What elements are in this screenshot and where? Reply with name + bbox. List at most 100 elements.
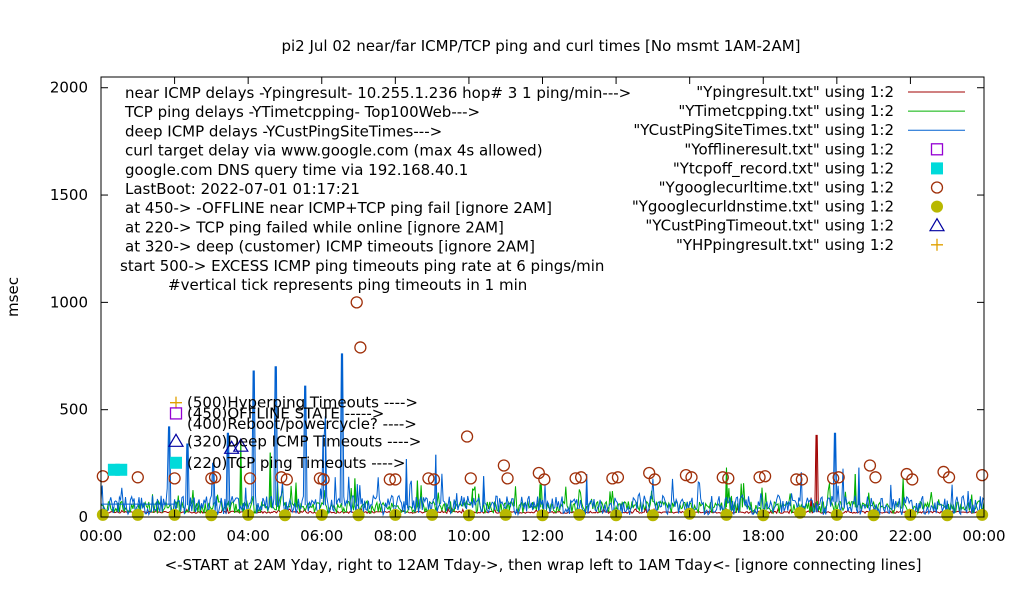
data-point — [427, 473, 441, 486]
data-point — [867, 509, 880, 522]
data-point — [131, 508, 144, 521]
data-point — [499, 508, 512, 521]
data-point — [96, 470, 109, 483]
data-point — [354, 341, 367, 354]
x-tick-label: 16:00 — [668, 527, 711, 545]
key-label: (320)Deep ICMP Timeouts ----> — [187, 432, 421, 450]
x-tick-label: 06:00 — [300, 527, 343, 545]
data-point — [679, 468, 693, 482]
note-line: google.com DNS query time via 192.168.40… — [125, 161, 468, 179]
legend-label: "YHPpingresult.txt" using 1:2 — [676, 236, 894, 254]
data-point — [574, 471, 588, 484]
legend-label: "Ygooglecurldnstime.txt" using 1:2 — [632, 198, 894, 216]
legend-label: "Ygooglecurltime.txt" using 1:2 — [659, 179, 894, 197]
key-label-marker — [170, 396, 182, 409]
x-tick-label: 10:00 — [447, 527, 490, 545]
data-point — [96, 508, 109, 521]
note-line: near ICMP delays -Ypingresult- 10.255.1.… — [125, 84, 631, 102]
x-tick-label: 22:00 — [889, 527, 932, 545]
data-point — [573, 508, 586, 521]
data-point — [611, 471, 625, 484]
data-point — [317, 473, 330, 486]
note-line: start 500-> EXCESS ICMP ping timeouts pi… — [120, 257, 604, 275]
data-point — [422, 472, 435, 485]
data-point — [426, 508, 439, 521]
data-point — [460, 430, 474, 443]
y-tick-label: 0 — [78, 508, 88, 526]
legend-swatch — [930, 143, 944, 156]
x-tick-label: 14:00 — [594, 527, 637, 545]
note-line: TCP ping delays -YTimetcpping- Top100Web… — [124, 103, 480, 121]
data-point — [464, 472, 477, 485]
legend-swatch — [928, 217, 946, 232]
data-point — [389, 473, 402, 486]
legend: "Ypingresult.txt" using 1:2"YTimetcpping… — [632, 83, 965, 254]
x-axis-label: <-START at 2AM Yday, right to 12AM Tday-… — [165, 556, 922, 574]
data-point — [280, 473, 293, 486]
legend-swatch — [931, 200, 943, 213]
x-tick-label: 08:00 — [374, 527, 417, 545]
x-tick-label: 04:00 — [227, 527, 270, 545]
data-point — [383, 473, 396, 486]
data-point — [350, 296, 363, 309]
data-point — [352, 509, 365, 522]
data-point — [827, 472, 840, 485]
note-line: #vertical tick represents ping timeouts … — [168, 276, 527, 294]
data-point — [131, 471, 144, 484]
data-point — [863, 459, 877, 472]
note-line: at 450-> -OFFLINE near ICMP+TCP ping fai… — [125, 199, 552, 217]
x-tick-label: 02:00 — [153, 527, 196, 545]
y-tick-label: 2000 — [50, 79, 88, 97]
data-point — [569, 472, 582, 485]
data-point — [790, 473, 803, 486]
data-point — [275, 471, 288, 484]
x-tick-label: 12:00 — [521, 527, 564, 545]
data-point — [168, 472, 181, 485]
legend-label: "Ytcpoff_record.txt" using 1:2 — [673, 159, 894, 178]
legend-label: "Yofflineresult.txt" using 1:2 — [684, 140, 894, 158]
data-point — [832, 471, 845, 484]
data-point — [941, 509, 954, 522]
x-tick-label: 00:00 — [962, 527, 1005, 545]
data-point — [232, 437, 249, 452]
key-label: (400)Reboot/powercycle? ----> — [187, 415, 417, 433]
data-point — [716, 471, 729, 484]
note-line: at 220-> TCP ping failed while online [i… — [125, 218, 504, 236]
data-point — [976, 468, 989, 482]
legend-label: "YCustPingTimeout.txt" using 1:2 — [645, 217, 894, 235]
key-label-marker — [167, 433, 185, 447]
data-point — [115, 463, 128, 476]
key-label: (500)Hyperping Timeouts ----> — [187, 394, 418, 412]
data-point — [223, 440, 240, 454]
data-point — [501, 472, 514, 485]
note-line: at 320-> deep (customer) ICMP timeouts [… — [125, 238, 535, 256]
data-point — [758, 470, 772, 483]
data-point — [648, 473, 661, 486]
data-point — [278, 509, 291, 522]
series-line-2 — [100, 353, 985, 517]
legend-swatch — [930, 181, 944, 194]
data-point — [205, 509, 218, 522]
data-point — [538, 473, 551, 486]
y-tick-label: 1500 — [50, 186, 88, 204]
notes-layer: near ICMP delays -Ypingresult- 10.255.1.… — [120, 84, 631, 294]
x-tick-label: 18:00 — [742, 527, 785, 545]
data-point — [794, 506, 807, 519]
x-tick-label: 00:00 — [79, 527, 122, 545]
data-point — [795, 473, 809, 486]
legend-swatch — [931, 238, 943, 251]
y-tick-label: 500 — [59, 401, 88, 419]
tick-layer: 00:00 02:00 04:00 06:00 08:00 10:00 12:00 14:00… — [50, 77, 1006, 545]
data-point — [685, 471, 698, 484]
chart-title: pi2 Jul 02 near/far ICMP/TCP ping and cu… — [281, 37, 800, 55]
key-label: (220)TCP ping Timeouts ----> — [187, 454, 405, 472]
legend-swatch — [931, 162, 943, 175]
y-axis-label: msec — [4, 277, 22, 317]
legend-label: "YCustPingSiteTimes.txt" using 1:2 — [633, 121, 894, 139]
data-point — [976, 508, 989, 521]
data-point — [646, 509, 659, 522]
legend-label: "YTimetcpping.txt" using 1:2 — [678, 102, 894, 120]
x-tick-label: 20:00 — [815, 527, 858, 545]
data-point — [720, 508, 733, 521]
